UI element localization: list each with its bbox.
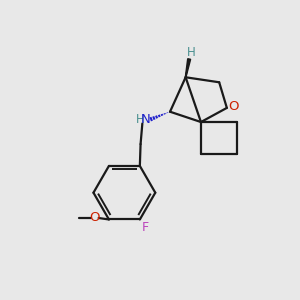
Text: F: F bbox=[141, 220, 148, 234]
Text: N: N bbox=[141, 113, 151, 127]
Text: O: O bbox=[89, 212, 100, 224]
Polygon shape bbox=[185, 59, 190, 77]
Polygon shape bbox=[185, 59, 189, 77]
Text: O: O bbox=[228, 100, 238, 112]
Text: H: H bbox=[187, 46, 195, 59]
Text: H: H bbox=[136, 113, 144, 127]
